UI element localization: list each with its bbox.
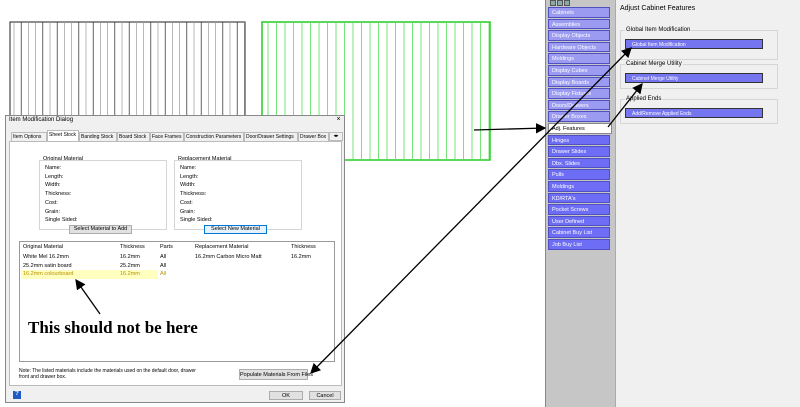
populate-button[interactable]: Populate Materials From Files [239,369,313,380]
sidebar-item[interactable]: Cabinet Buy List [548,227,610,238]
field-label: Name: [180,165,197,171]
table-cell[interactable]: 25.2mm [120,262,140,269]
cabinet-left [9,21,246,128]
group-title: Original Material [43,156,84,162]
group-box [620,30,778,60]
field-label: Single Sided: [180,217,213,224]
panel-title: Adjust Cabinet Features [620,5,696,12]
field-label: Length: [45,173,64,180]
button[interactable]: Select Material to Add [69,225,132,234]
table-cell[interactable]: 16.2mm [291,254,311,260]
sidebar-item[interactable]: Display Fixtures [548,88,610,99]
close-button[interactable]: × [336,116,341,123]
button[interactable]: Select New Material [204,225,267,234]
note: Note: The listed materials include the m… [19,368,196,380]
table-header: Parts [160,244,173,250]
tab[interactable]: Sheet Stock [47,130,79,141]
panel-button[interactable]: Cabinet Merge Utility [625,73,763,83]
sidebar-item[interactable]: Display Objects [548,30,610,41]
field-label: Cost: [180,199,193,206]
dialog-title: Item Modification Dialog [9,117,74,123]
sidebar-item[interactable]: Display Boards [548,76,610,88]
row-highlight [21,270,158,279]
field-label: Grain: [45,208,60,215]
sidebar-item[interactable]: Pocket Screws [548,204,610,215]
field-label: Width: [45,182,61,189]
sidebar-item[interactable]: Doors/Drawers [548,99,610,111]
sidebar-item[interactable]: Hardware Objects [548,41,610,53]
annotation: This should not be here [28,318,198,337]
table-cell[interactable]: 16.2mm Carbon Micro Matt [195,254,262,260]
field-label: Name: [45,165,62,171]
sidebar-item[interactable]: Drawer Slides [548,146,610,157]
tab[interactable]: Item Options [11,132,47,141]
field-label: Length: [180,173,199,180]
table-cell[interactable]: All [160,254,167,260]
tab[interactable]: Construction Parameters [184,132,244,141]
group-title: Cabinet Merge Utility [625,61,683,69]
sidebar-item[interactable]: Adj. Features [548,123,612,134]
table-header: Original Material [23,244,64,250]
sidebar-item[interactable]: Assemblies [548,18,610,30]
group-title: Applied Ends [625,96,663,104]
sidebar-item[interactable]: Moldings [548,181,610,192]
table-header: Thickness [291,244,316,250]
sidebar-item[interactable]: KD/RTA's [548,192,610,204]
field-label: Thickness: [45,191,72,198]
group-title: Replacement Material [178,156,232,162]
sidebar-item[interactable]: Pulls [548,169,610,180]
table-cell[interactable]: 25.2mm satin board [23,262,72,269]
tab[interactable]: Banding Stock [79,132,117,141]
group-title: Global Item Modification [625,27,692,35]
sidebar-item[interactable]: Dbx. Slides [548,157,610,169]
tab-scroll[interactable]: ◂▸ [329,132,343,141]
table-cell[interactable]: White Mel 16.2mm [23,254,69,260]
table-header: Thickness [120,244,145,250]
panel-button[interactable]: Global Item Modification [625,39,763,49]
tab[interactable]: Face Frames [150,132,184,141]
sidebar-item[interactable]: Display Cubes [548,65,610,76]
table-cell[interactable]: All [160,271,167,277]
table-cell[interactable]: 16.2mm [120,254,140,260]
sidebar-item[interactable]: User Defined [548,215,610,227]
cancel-button[interactable]: Cancel [309,391,341,400]
panel-button[interactable]: Add/Remove Applied Ends [625,108,763,118]
tab[interactable]: Drawer Box [298,132,329,141]
sidebar-item[interactable]: Drawer Boxes [548,111,610,122]
field-label: Thickness: [180,191,207,198]
toolbar-icon[interactable] [557,0,563,6]
tab[interactable]: Board Stock [117,132,150,141]
table-cell[interactable]: 16.2mm [120,271,140,277]
ok-button[interactable]: OK [269,391,303,400]
field-label: Cost: [45,199,58,206]
toolbar-icon[interactable] [564,0,570,6]
table-cell[interactable]: 16.2mm colourboard [23,271,74,277]
table-header: Replacement Material [195,244,249,250]
field-label: Width: [180,182,196,189]
sidebar-item[interactable]: Hinges [548,134,610,146]
table-cell[interactable]: All [160,262,167,269]
materials-table: Original Material Thickness Parts Replaceme… [19,241,335,362]
sidebar-item[interactable]: Moldings [548,53,610,64]
tab[interactable]: Door/Drawer Settings [244,132,298,141]
toolbar-icon[interactable] [550,0,556,6]
sidebar-item[interactable]: Job Buy List [548,239,610,250]
sidebar-item[interactable]: Cabinets [548,7,610,18]
tab-content: Original Material Name: Length: Width: Thick… [9,141,342,386]
help-icon[interactable]: ? [13,391,21,399]
item-modification-dialog: Item Modification Dialog × Item Options She… [5,115,345,403]
field-label: Grain: [180,208,195,215]
field-label: Single Sided: [45,217,78,224]
